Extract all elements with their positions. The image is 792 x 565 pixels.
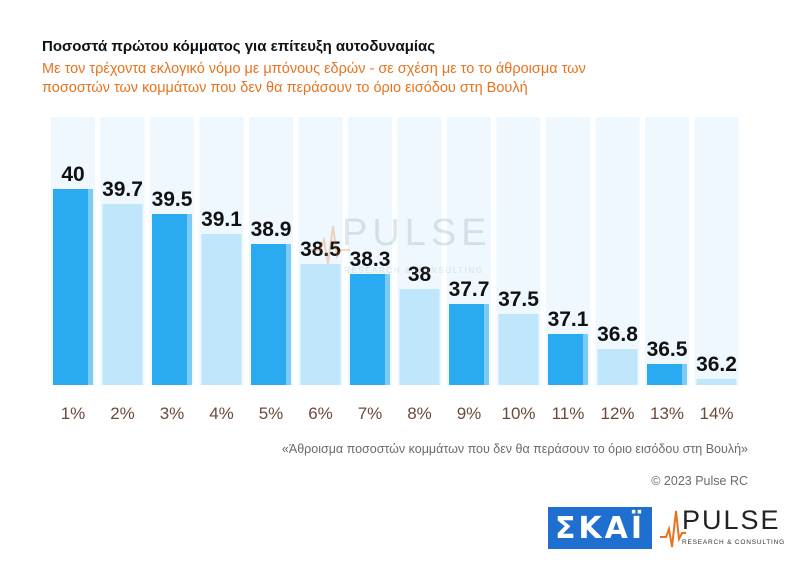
bar-8%	[399, 289, 440, 385]
value-label: 39.1	[201, 208, 242, 231]
background-column	[645, 117, 689, 385]
bar-4%	[201, 234, 242, 385]
pulse-logo-text: PULSE	[682, 505, 781, 535]
bar-11%	[548, 334, 588, 385]
value-label: 40	[61, 163, 84, 186]
bar-chart: 40 39.7 39.5 39.1 38.9 38.5 38.3 38 37.7 37.5 37.1…	[51, 117, 739, 423]
bar-1%	[53, 189, 93, 385]
x-tick-labels: 1% 2% 3% 4% 5% 6% 7% 8% 9% 10% 11% 12% 13% 14%	[61, 404, 734, 423]
bar-highlight	[385, 274, 390, 385]
value-label: 38.5	[300, 238, 341, 261]
value-label: 37.1	[548, 308, 589, 331]
value-label: 38	[408, 263, 432, 286]
x-tick-label: 3%	[160, 404, 185, 423]
bar-14%	[696, 379, 737, 385]
value-label: 36.8	[597, 323, 638, 346]
bar-12%	[597, 349, 638, 385]
x-tick-label: 10%	[501, 404, 535, 423]
pulse-logo: PULSE RESEARCH & CONSULTING	[660, 505, 784, 551]
value-labels: 40 39.7 39.5 39.1 38.9 38.5 38.3 38 37.7 37.5 37.1…	[61, 163, 737, 376]
value-label: 37.5	[498, 288, 539, 311]
x-tick-label: 2%	[110, 404, 135, 423]
bar-7%	[350, 274, 390, 385]
x-tick-label: 12%	[600, 404, 634, 423]
bar-9%	[449, 304, 489, 385]
bar-13%	[647, 364, 687, 385]
bar-10%	[498, 314, 539, 385]
bars	[53, 189, 737, 385]
value-label: 39.5	[152, 188, 193, 211]
value-label: 38.3	[350, 248, 391, 271]
value-label: 37.7	[449, 278, 490, 301]
x-tick-label: 13%	[650, 404, 684, 423]
x-axis-caption: «Άθροισμα ποσοστών κομμάτων που δεν θα π…	[281, 442, 748, 456]
chart-title: Ποσοστά πρώτου κόμματος για επίτευξη αυτ…	[42, 38, 436, 55]
x-tick-label: 1%	[61, 404, 86, 423]
bar-2%	[102, 204, 143, 385]
x-tick-label: 4%	[209, 404, 234, 423]
bar-highlight	[583, 334, 588, 385]
x-tick-label: 8%	[407, 404, 432, 423]
bar-highlight	[187, 214, 192, 385]
bar-3%	[152, 214, 192, 385]
pulse-logo-wave-icon	[660, 510, 686, 548]
copyright: © 2023 Pulse RC	[651, 474, 748, 488]
value-label: 38.9	[251, 218, 292, 241]
bar-highlight	[88, 189, 93, 385]
x-tick-label: 14%	[699, 404, 733, 423]
skai-logo: ΣΚΑΪ	[548, 507, 652, 549]
value-label: 39.7	[102, 178, 143, 201]
x-tick-label: 5%	[259, 404, 284, 423]
x-tick-label: 7%	[358, 404, 383, 423]
background-column	[694, 117, 739, 385]
bar-highlight	[682, 364, 687, 385]
x-tick-label: 6%	[308, 404, 333, 423]
bar-5%	[251, 244, 291, 385]
chart-subtitle: Με τον τρέχοντα εκλογικό νόμο με μπόνους…	[42, 61, 586, 96]
bar-highlight	[484, 304, 489, 385]
x-tick-label: 9%	[457, 404, 482, 423]
bar-highlight	[286, 244, 291, 385]
background-column	[595, 117, 640, 385]
value-label: 36.5	[647, 338, 688, 361]
value-label: 36.2	[696, 353, 737, 376]
x-tick-label: 11%	[552, 404, 585, 423]
pulse-logo-tagline: RESEARCH & CONSULTING	[682, 539, 785, 546]
bar-6%	[300, 264, 341, 385]
